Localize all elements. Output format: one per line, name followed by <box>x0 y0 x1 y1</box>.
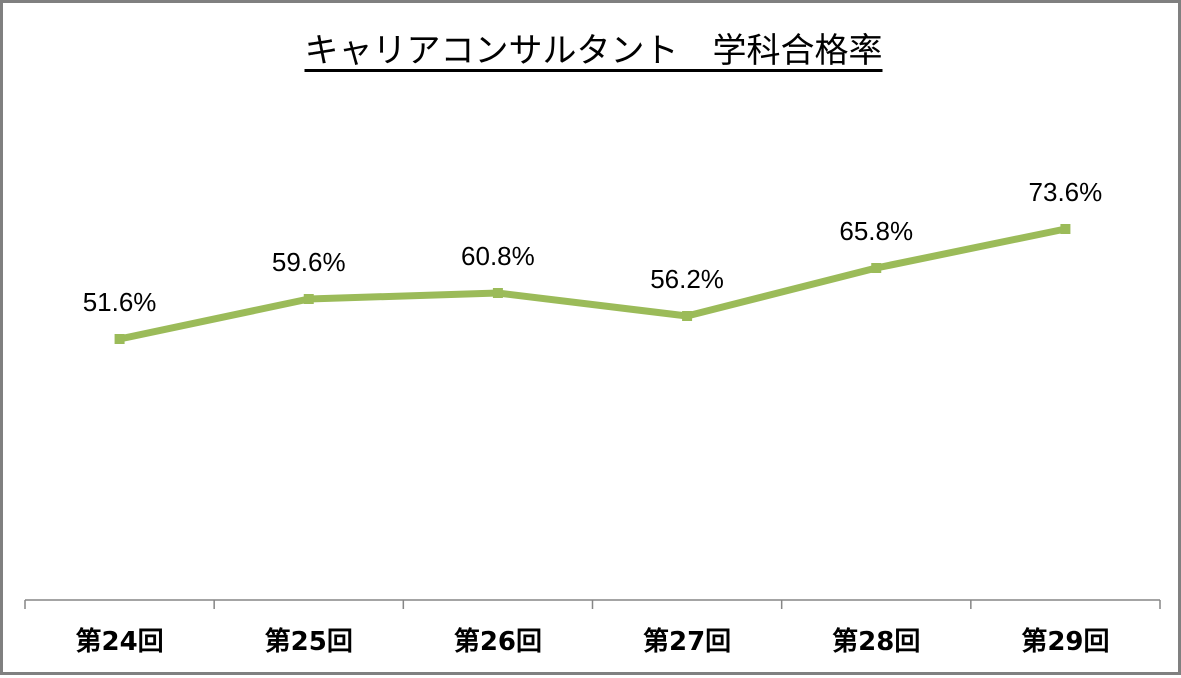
data-point-marker <box>492 288 503 298</box>
data-label: 51.6% <box>82 287 157 317</box>
data-point-marker <box>682 311 693 321</box>
data-label: 59.6% <box>271 247 346 277</box>
x-tick-label: 第29回 <box>1021 627 1110 657</box>
chart-title: キャリアコンサルタント 学科合格率 <box>304 31 883 71</box>
series-line <box>118 225 1067 343</box>
x-tick-label: 第26回 <box>453 627 542 657</box>
x-tick-label: 第28回 <box>832 627 921 657</box>
data-point-marker <box>114 334 125 344</box>
x-tick-label: 第24回 <box>75 627 164 657</box>
x-axis <box>24 599 1161 609</box>
data-point-marker <box>303 294 314 304</box>
data-label: 60.8% <box>461 241 535 271</box>
data-label: 65.8% <box>839 216 914 246</box>
data-point-marker <box>1060 224 1071 234</box>
x-tick-label: 第27回 <box>642 627 732 657</box>
series-markers <box>114 224 1071 344</box>
data-label: 56.2% <box>650 264 724 294</box>
data-label: 73.6% <box>1028 177 1103 207</box>
x-tick-label: 第25回 <box>264 627 353 657</box>
plot-area <box>24 224 1161 609</box>
data-point-marker <box>871 263 882 273</box>
